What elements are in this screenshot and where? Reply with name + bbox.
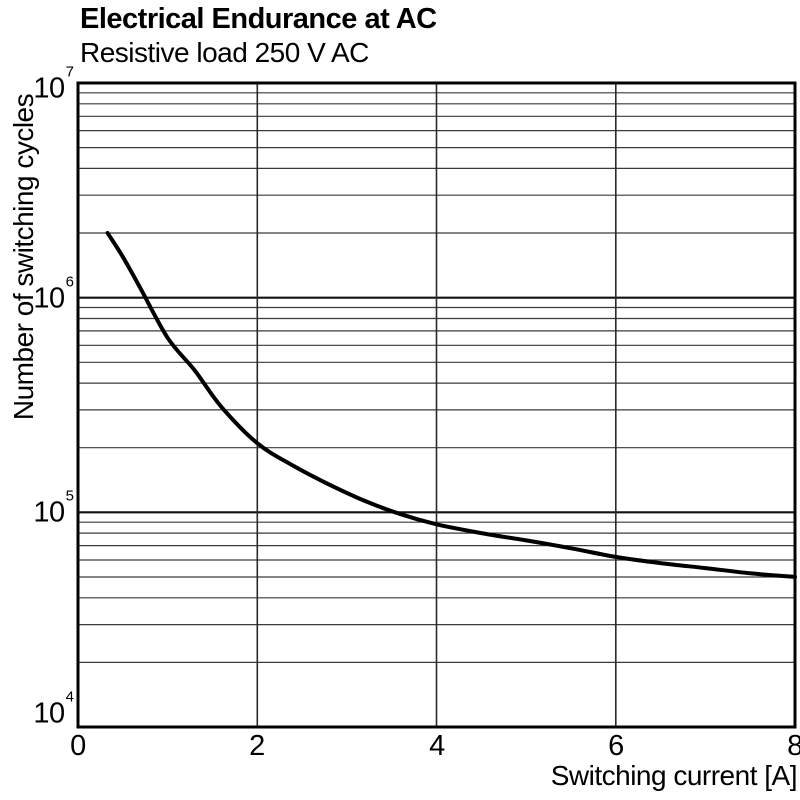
grid-vertical xyxy=(256,83,617,727)
x-axis-label: Switching current [A] xyxy=(550,760,798,791)
x-tick-label-0: 0 xyxy=(70,730,86,762)
y-tick-label-10e7: 107 xyxy=(33,63,74,105)
y-axis-label: Number of switching cycles xyxy=(8,93,39,421)
x-tick-label-4: 4 xyxy=(429,730,445,762)
endurance-curve xyxy=(105,231,797,579)
plot-frame xyxy=(76,81,797,729)
x-tick-label-2: 2 xyxy=(249,730,265,762)
x-tick-label-8: 8 xyxy=(787,730,800,762)
y-tick-label-10e5: 105 xyxy=(33,487,74,529)
chart-title: Electrical Endurance at AC xyxy=(80,3,437,35)
chart-subtitle: Resistive load 250 V AC xyxy=(80,37,369,68)
y-tick-label-10e6: 106 xyxy=(33,273,74,315)
x-tick-label-6: 6 xyxy=(608,730,624,762)
y-tick-label-10e4: 104 xyxy=(33,688,74,730)
